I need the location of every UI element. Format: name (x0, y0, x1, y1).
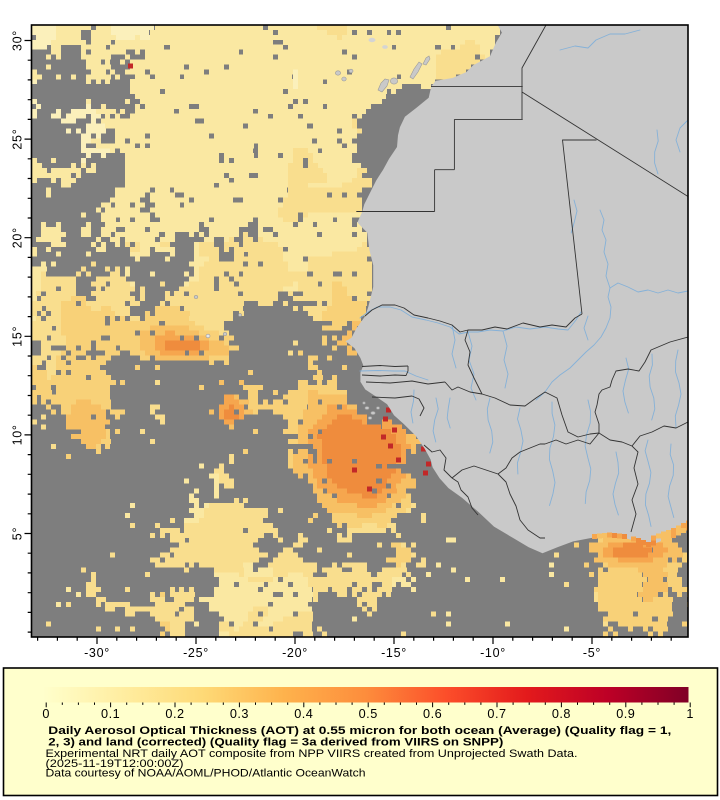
svg-text:0.6: 0.6 (423, 707, 442, 721)
svg-text:15°: 15° (11, 326, 25, 347)
svg-text:0.5: 0.5 (359, 707, 378, 721)
svg-text:-25°: -25° (183, 646, 209, 660)
svg-text:0.1: 0.1 (101, 707, 120, 721)
svg-text:Data courtesy of NOAA/AOML/PHO: Data courtesy of NOAA/AOML/PHOD/Atlantic… (46, 768, 366, 780)
svg-text:2, 3) and land (corrected) (Qu: 2, 3) and land (corrected) (Quality flag… (48, 736, 503, 748)
svg-text:20°: 20° (11, 227, 25, 248)
svg-text:-15°: -15° (381, 646, 407, 660)
svg-text:0.3: 0.3 (230, 707, 249, 721)
svg-text:30°: 30° (11, 30, 25, 51)
svg-text:Daily Aerosol Optical Thicknes: Daily Aerosol Optical Thickness (AOT) at… (48, 725, 671, 737)
svg-text:1: 1 (686, 707, 694, 721)
svg-text:0.4: 0.4 (294, 707, 313, 721)
svg-text:-5°: -5° (583, 646, 601, 660)
svg-text:0.2: 0.2 (165, 707, 184, 721)
svg-text:0.9: 0.9 (616, 707, 635, 721)
svg-text:0: 0 (42, 707, 50, 721)
svg-text:10°: 10° (11, 424, 25, 445)
svg-text:(2025-11-19T12:00:00Z): (2025-11-19T12:00:00Z) (46, 758, 184, 770)
svg-text:-30°: -30° (84, 646, 110, 660)
svg-text:-20°: -20° (282, 646, 308, 660)
svg-text:Experimental NRT daily AOT com: Experimental NRT daily AOT composite fro… (46, 748, 578, 760)
svg-text:5°: 5° (11, 527, 25, 540)
svg-text:-10°: -10° (480, 646, 506, 660)
svg-text:25°: 25° (11, 129, 25, 150)
svg-text:0.8: 0.8 (552, 707, 571, 721)
svg-text:0.7: 0.7 (487, 707, 506, 721)
